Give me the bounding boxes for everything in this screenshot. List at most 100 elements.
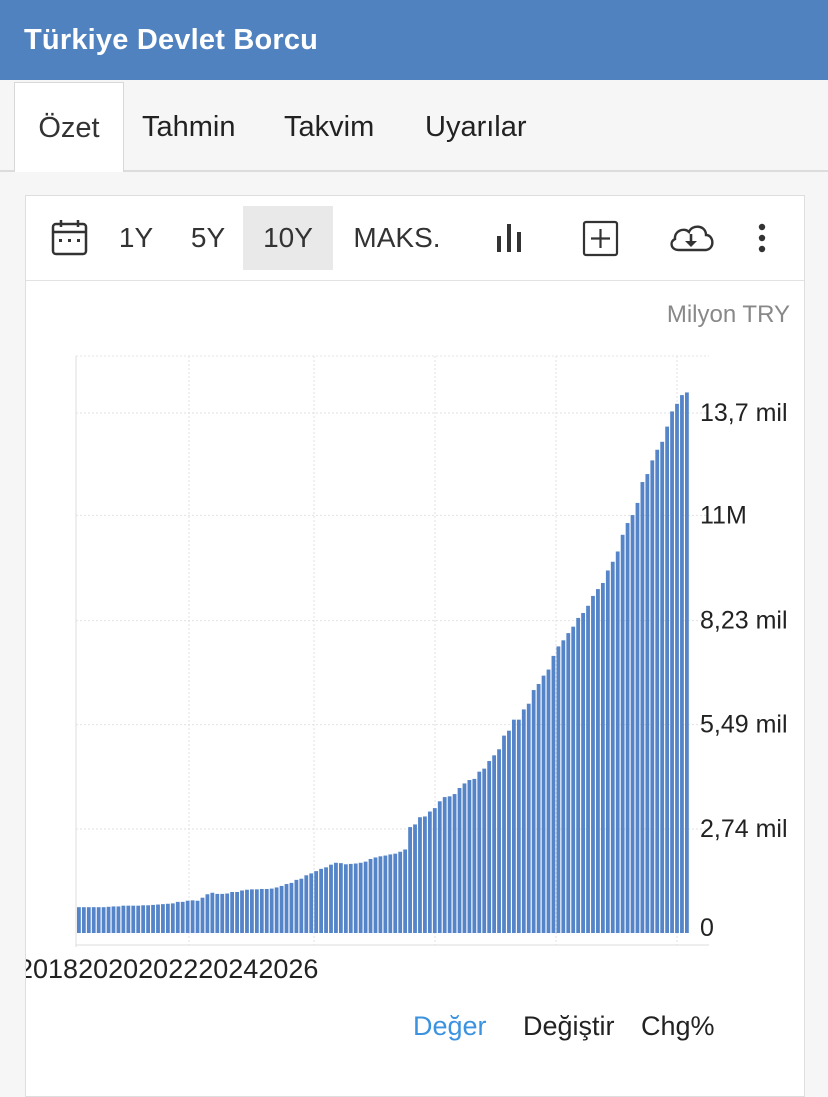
legend-chg[interactable]: Chg% [641,1011,715,1041]
bar [393,853,398,933]
bar [591,595,595,933]
bar [106,906,111,933]
bar [185,900,190,933]
bar [408,827,412,933]
bar [284,884,289,933]
bar [324,867,328,933]
bar [536,683,541,933]
bar [620,534,625,933]
bar [630,515,635,933]
bar [190,900,195,933]
bar [507,730,511,933]
bar [423,816,427,933]
bar [126,905,131,933]
bar [373,857,378,933]
bar [452,794,457,933]
bar-chart: 0 2,74 mil 5,49 mil 8,23 mil 11M 13,7 mil 2018… [26,355,788,984]
bar [136,905,141,933]
bar [254,889,259,933]
bar [576,617,581,933]
bar [675,403,679,933]
bar [660,441,665,933]
x-tick-labels: 20182020202220242026 [26,954,318,984]
bar [161,904,165,933]
y-tick-label: 2,74 mil [700,815,788,843]
bar [561,640,566,933]
bar [418,817,422,933]
bar [625,523,630,933]
legend-degistir[interactable]: Değiştir [523,1011,615,1041]
bar [279,885,284,933]
bar [383,855,388,933]
bar [600,583,605,933]
bar [462,783,467,933]
bar [610,561,615,933]
plus-square-icon[interactable] [579,216,623,260]
range-max-button[interactable]: MAKS. [353,222,441,253]
y-tick-label: 5,49 mil [700,711,788,739]
bar [141,905,146,933]
bar [670,411,674,933]
bar [482,768,487,933]
chart-card: 1Y 5Y 10Y MAKS. Milyon TRY 0 2,74 mil 5,49… [25,195,805,1097]
bar [338,863,343,933]
bar [363,861,368,933]
bar [586,605,590,933]
bar [200,897,205,933]
bar [220,893,225,933]
bar [235,892,239,933]
bar [427,811,432,933]
bar [264,888,269,933]
bar [131,905,136,933]
bar [329,864,333,933]
bar [432,808,437,933]
bar [650,460,655,933]
bar [467,780,472,933]
range-10y-button[interactable]: 10Y [243,206,333,270]
bar [77,907,81,933]
bar [413,824,417,933]
bar [81,907,86,933]
calendar-icon[interactable] [48,216,92,260]
bar [487,761,492,933]
tab-takvim[interactable]: Takvim [284,111,375,143]
legend-deger[interactable]: Değer [413,1011,487,1041]
bar [156,904,160,933]
bar [596,589,600,933]
bar [477,771,482,933]
bar [314,871,319,933]
bar [250,889,254,933]
cloud-download-icon[interactable] [666,216,718,260]
bar [566,633,571,933]
bar [215,893,220,933]
bar [96,907,101,933]
bar [581,612,585,933]
bar [309,873,314,933]
bar [472,778,477,933]
bar [645,474,650,933]
range-5y-button[interactable]: 5Y [190,222,226,253]
x-tick-label: 2018 [26,954,78,984]
tab-tahmin[interactable]: Tahmin [142,111,236,143]
y-tick-label: 11M [700,501,747,529]
tab-bar: Özet Tahmin Takvim Uyarılar [0,80,828,172]
bar [225,893,230,933]
x-tick-label: 2022 [138,954,198,984]
bar [269,888,274,933]
range-1y-button[interactable]: 1Y [118,222,154,253]
page-title: Türkiye Devlet Borcu [24,24,319,56]
more-vertical-icon[interactable] [740,216,784,260]
bar [546,669,551,933]
x-tick-label: 2026 [258,954,318,984]
bar [353,863,358,933]
y-tick-label: 0 [700,914,714,942]
bar-chart-icon[interactable] [488,216,532,260]
bar [388,854,393,933]
bar [680,395,684,934]
app-header: Türkiye Devlet Borcu [0,0,828,81]
bar [304,875,309,933]
bar [343,864,348,933]
tab-ozet[interactable]: Özet [14,82,124,172]
bar [334,862,338,933]
tab-uyarilar[interactable]: Uyarılar [425,111,527,143]
